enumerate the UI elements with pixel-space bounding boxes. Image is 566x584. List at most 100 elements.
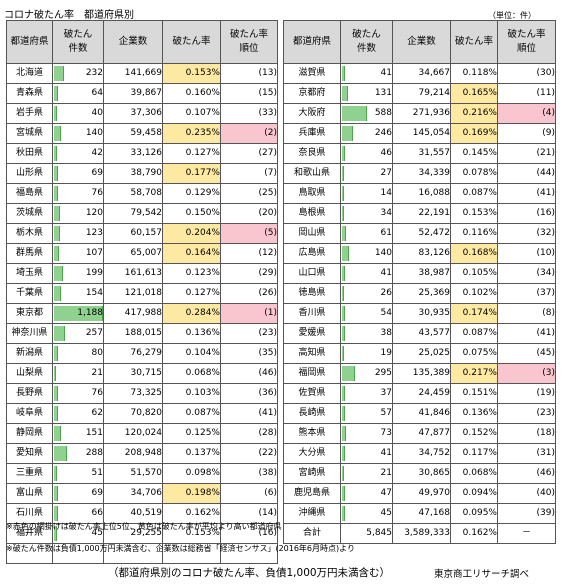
count-cell: 123	[52, 223, 104, 244]
prefecture-cell: 京都府	[283, 83, 341, 104]
table-row: 熊本県 73 47,877 0.152% (18)	[283, 423, 556, 444]
rank-cell: (31)	[497, 443, 556, 464]
count-cell: 64	[52, 83, 104, 104]
count-bar	[342, 246, 349, 261]
rank-cell: (3)	[497, 363, 556, 384]
rank-cell: (7)	[220, 163, 278, 184]
companies-cell: 76,279	[103, 343, 163, 364]
prefecture-cell: 群馬県	[6, 243, 53, 264]
count-value: 246	[374, 128, 392, 138]
count-bar	[342, 66, 345, 81]
prefecture-cell: 徳島県	[283, 283, 341, 304]
rank-cell: (6)	[220, 483, 278, 504]
count-value: 19	[380, 348, 392, 358]
table-row: 岡山県 61 52,472 0.116% (32)	[283, 223, 556, 244]
count-cell: 232	[52, 63, 104, 84]
rate-cell: 0.068%	[162, 363, 221, 384]
count-bar	[54, 166, 58, 181]
rank-cell: (4)	[497, 103, 556, 124]
count-value: 1,188	[77, 308, 103, 318]
count-value: 42	[91, 148, 103, 158]
count-cell: 76	[52, 383, 104, 404]
blank-row	[6, 543, 278, 564]
count-value: 34	[380, 208, 392, 218]
header-rate: 破たん率	[162, 20, 221, 64]
companies-cell: 38,987	[392, 263, 451, 284]
count-bar	[342, 406, 345, 421]
count-bar	[342, 446, 345, 461]
count-value: 47	[380, 488, 392, 498]
companies-cell: 30,935	[392, 303, 451, 324]
rank-cell: (38)	[220, 463, 278, 484]
prefecture-cell: 奈良県	[283, 143, 341, 164]
count-cell: 140	[52, 123, 104, 144]
prefecture-cell: 神奈川県	[6, 323, 53, 344]
count-cell: 14	[340, 183, 393, 204]
total-row: 合計 5,845 3,589,333 0.162% －	[283, 523, 556, 544]
header-count-line2: 件数	[68, 43, 88, 54]
table-row: 香川県 54 30,935 0.174% (8)	[283, 303, 556, 324]
count-bar	[342, 226, 346, 241]
table-row: 埼玉県 199 161,613 0.123% (29)	[6, 263, 278, 284]
count-value: 61	[380, 228, 392, 238]
companies-cell: 34,667	[392, 63, 451, 84]
table-row: 山口県 41 38,987 0.105% (34)	[283, 263, 556, 284]
rank-cell: (35)	[220, 343, 278, 364]
table-row: 奈良県 46 31,557 0.145% (21)	[283, 143, 556, 164]
rate-cell: 0.168%	[450, 243, 498, 264]
count-bar	[342, 426, 346, 441]
rate-cell: 0.169%	[450, 123, 498, 144]
count-value: 27	[380, 168, 392, 178]
count-value: 69	[91, 488, 103, 498]
count-cell: 151	[52, 423, 104, 444]
table-row: 茨城県 120 79,542 0.150% (20)	[6, 203, 278, 224]
count-cell: 41	[340, 263, 393, 284]
prefecture-cell: 兵庫県	[283, 123, 341, 144]
count-cell: 41	[340, 443, 393, 464]
count-value: 288	[85, 448, 103, 458]
companies-cell: 417,988	[103, 303, 163, 324]
count-bar	[342, 466, 344, 481]
rank-cell: (36)	[220, 383, 278, 404]
rate-cell: 0.127%	[162, 283, 221, 304]
count-value: 21	[91, 368, 103, 378]
count-value: 107	[85, 248, 103, 258]
total-companies: 3,589,333	[392, 523, 451, 544]
count-cell: 51	[52, 463, 104, 484]
prefecture-cell: 香川県	[283, 303, 341, 324]
rank-cell: (14)	[220, 503, 278, 524]
table-row: 沖縄県 45 47,168 0.095% (39)	[283, 503, 556, 524]
companies-cell: 41,846	[392, 403, 451, 424]
count-value: 295	[374, 368, 392, 378]
rank-cell: (32)	[497, 223, 556, 244]
table-row: 新潟県 80 76,279 0.104% (35)	[6, 343, 278, 364]
companies-cell: 25,025	[392, 343, 451, 364]
rate-cell: 0.094%	[450, 483, 498, 504]
companies-cell: 59,458	[103, 123, 163, 144]
prefecture-cell: 岐阜県	[6, 403, 53, 424]
header-prefecture: 都道府県	[283, 20, 341, 64]
count-bar	[54, 406, 58, 421]
count-cell: 34	[340, 203, 393, 224]
prefecture-cell: 茨城県	[6, 203, 53, 224]
companies-cell: 34,339	[392, 163, 451, 184]
rank-cell: (20)	[220, 203, 278, 224]
rank-cell: (13)	[220, 63, 278, 84]
count-bar	[342, 286, 344, 301]
rank-cell: (26)	[220, 283, 278, 304]
companies-cell: 25,369	[392, 283, 451, 304]
caption: （都道府県別のコロナ破たん率、負債1,000万円未満含む）	[108, 567, 391, 579]
count-value: 76	[91, 188, 103, 198]
prefecture-cell: 長崎県	[283, 403, 341, 424]
table-row: 長崎県 57 41,846 0.136% (23)	[283, 403, 556, 424]
table-row: 宮城県 140 59,458 0.235% (2)	[6, 123, 278, 144]
table-row: 宮崎県 21 30,865 0.068% (46)	[283, 463, 556, 484]
count-cell: 40	[52, 103, 104, 124]
rank-cell: (46)	[220, 363, 278, 384]
table-row: 青森県 64 39,867 0.160% (15)	[6, 83, 278, 104]
rate-cell: 0.153%	[450, 203, 498, 224]
prefecture-cell: 岡山県	[283, 223, 341, 244]
count-cell: 1,188	[52, 303, 104, 324]
header-prefecture: 都道府県	[6, 20, 53, 64]
rank-cell: (5)	[220, 223, 278, 244]
